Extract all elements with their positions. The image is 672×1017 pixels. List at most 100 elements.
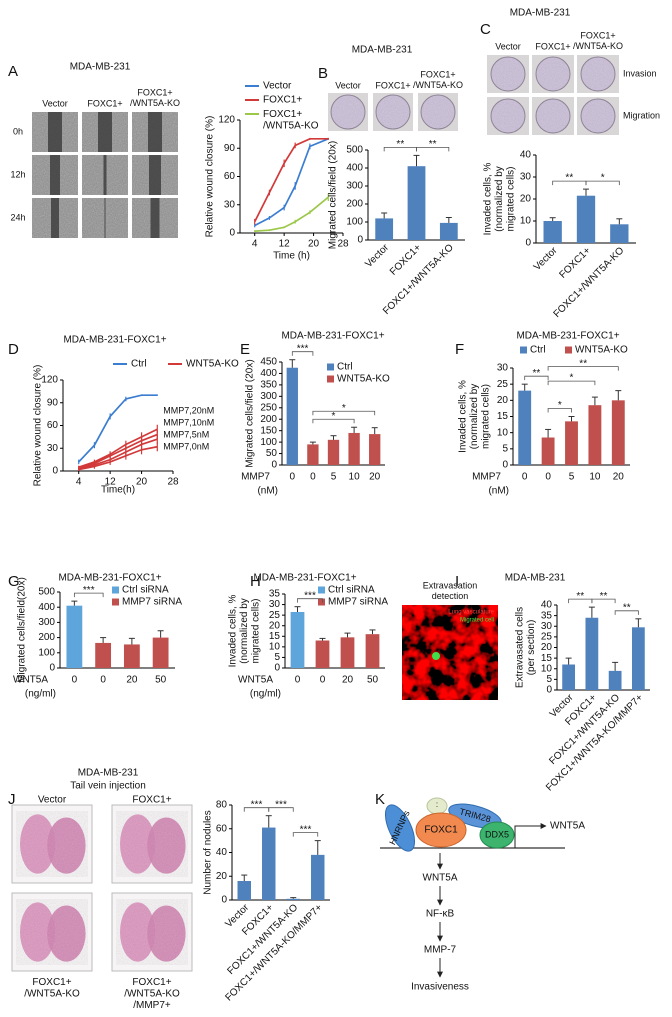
bar [315,640,330,668]
series-label: MMP7,5nM [163,429,209,439]
panel-letter: H [250,573,261,590]
significance-bracket [292,832,319,837]
series-line [78,394,158,463]
y-tick-label: 300 [38,617,55,628]
legend-label: Ctrl [530,345,546,356]
y-tick-label: 30 [47,443,59,454]
image-column-label: Vector [42,98,68,108]
x-tick-label: 20 [342,675,354,686]
significance-label: *** [251,799,263,810]
bar [311,854,325,900]
pathway-step: NF-κB [426,909,455,920]
image-texture [422,96,454,128]
y-tick-label: 150 [260,425,277,436]
x-tick-label: 5 [569,472,575,483]
y-tick-label: 25 [497,379,509,390]
x-tick-label: 28 [337,239,349,250]
legend-swatch [318,586,325,594]
pathway-step: WNT5A [423,873,458,884]
y-tick-label: 250 [260,402,277,413]
image-label: Vector [38,795,67,806]
bar [123,644,140,668]
significance-bracket [73,592,104,598]
y-tick-label: 0 [221,895,227,906]
significance-label: ** [600,591,608,602]
series-label: MMP7,20nM [163,405,214,415]
y-tick-label: 50 [266,448,278,459]
series-line [254,196,329,232]
significance-bracket [297,598,323,603]
y-tick-label: 0 [357,235,363,246]
image-texture [377,96,409,128]
y-tick-label: 200 [260,414,277,425]
protein-label: DDX5 [485,829,509,839]
y-tick-label: 200 [38,632,55,643]
series-line [254,138,329,227]
legend-label: MMP7 siRNA [328,597,388,608]
panel-letter: E [240,341,250,358]
bar [286,898,300,900]
series-line [253,137,329,223]
y-tick-label: 35 [541,610,553,621]
legend-swatch [318,598,325,606]
x-tick-label: 4 [76,477,82,488]
bar [290,611,305,668]
image-texture [492,100,524,132]
x-tick-label: 20 [126,675,138,686]
bar [369,434,381,465]
y-tick-label: 0 [546,685,552,696]
significance-label: ** [429,139,437,150]
image-column-label: FOXC1+ [87,98,122,108]
series-line [78,428,158,469]
significance-label: * [342,403,346,414]
y-tick-label: 5 [546,674,552,685]
y-tick-label: 100 [260,437,277,448]
significance-label: * [570,373,574,384]
legend-swatch [112,586,119,594]
significance-bracket [524,375,549,381]
significance-label: *** [297,343,309,354]
bar [365,634,380,668]
x-tick-label: 0 [320,675,326,686]
bar [585,617,599,690]
y-tick-label: 0 [52,466,58,477]
protein-mark: : [436,800,438,809]
bar [543,221,562,243]
bar [518,390,532,465]
significance-label: ** [579,358,587,369]
y-tick-label: 35 [269,589,281,600]
x-axis-label: WNT5A [13,675,48,686]
y-tick-label: 25 [541,632,553,643]
x-axis-unit: (ng/ml) [25,689,56,700]
image-texture [537,58,569,90]
y-axis-label: Invaded cells, %(normalized bymigrated c… [227,594,261,667]
y-tick-label: 90 [47,397,59,408]
significance-bracket [312,410,376,416]
wound-gap [149,155,161,195]
bar [95,642,112,668]
image-title: Extravasation detection [423,581,478,601]
bar [610,224,629,243]
y-tick-label: 20 [497,395,509,406]
image-texture [116,811,188,877]
y-tick-label: 40 [216,847,228,858]
y-tick-label: 60 [216,823,228,834]
significance-label: * [332,411,336,422]
y-tick-label: 10 [520,216,532,227]
wound-gap [48,112,62,152]
image-texture [582,58,614,90]
y-tick-label: 40 [520,150,532,161]
significance-bracket [416,147,450,152]
significance-bracket [591,598,616,604]
y-tick-label: 40 [541,600,553,611]
x-tick-label: 0 [100,675,106,686]
wound-gap [104,198,106,238]
significance-label: * [601,173,605,184]
significance-bracket [547,408,572,413]
y-tick-label: 30 [541,621,553,632]
bar [608,670,622,690]
significance-bracket [585,180,620,186]
significance-bracket [268,807,294,812]
